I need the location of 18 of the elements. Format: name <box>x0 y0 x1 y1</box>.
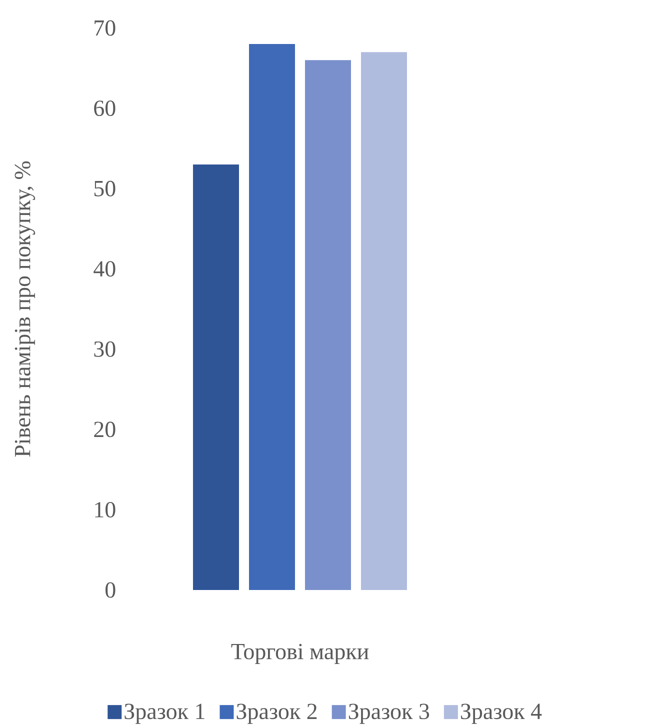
bar <box>192 164 239 590</box>
legend-label: Зразок 3 <box>348 704 430 724</box>
legend-label: Зразок 1 <box>124 704 204 724</box>
legend-label: Зразок 4 <box>461 704 542 724</box>
x-axis-title: Торгові марки <box>231 644 369 664</box>
bar <box>304 60 351 590</box>
y-tick-label: 10 <box>95 502 116 518</box>
y-tick-label: 30 <box>94 341 116 357</box>
y-tick-label: 60 <box>94 100 116 116</box>
legend-label: Зразок 2 <box>236 704 317 724</box>
y-axis-title: Рівень намірів про покупку, % <box>14 161 36 457</box>
y-tick-label: 70 <box>94 20 116 36</box>
bar <box>360 52 407 590</box>
y-tick-label: 40 <box>94 261 116 277</box>
y-tick-label: 0 <box>106 582 116 598</box>
y-tick-label: 50 <box>94 180 116 196</box>
y-tick-label: 20 <box>94 422 116 438</box>
bar <box>248 44 295 590</box>
